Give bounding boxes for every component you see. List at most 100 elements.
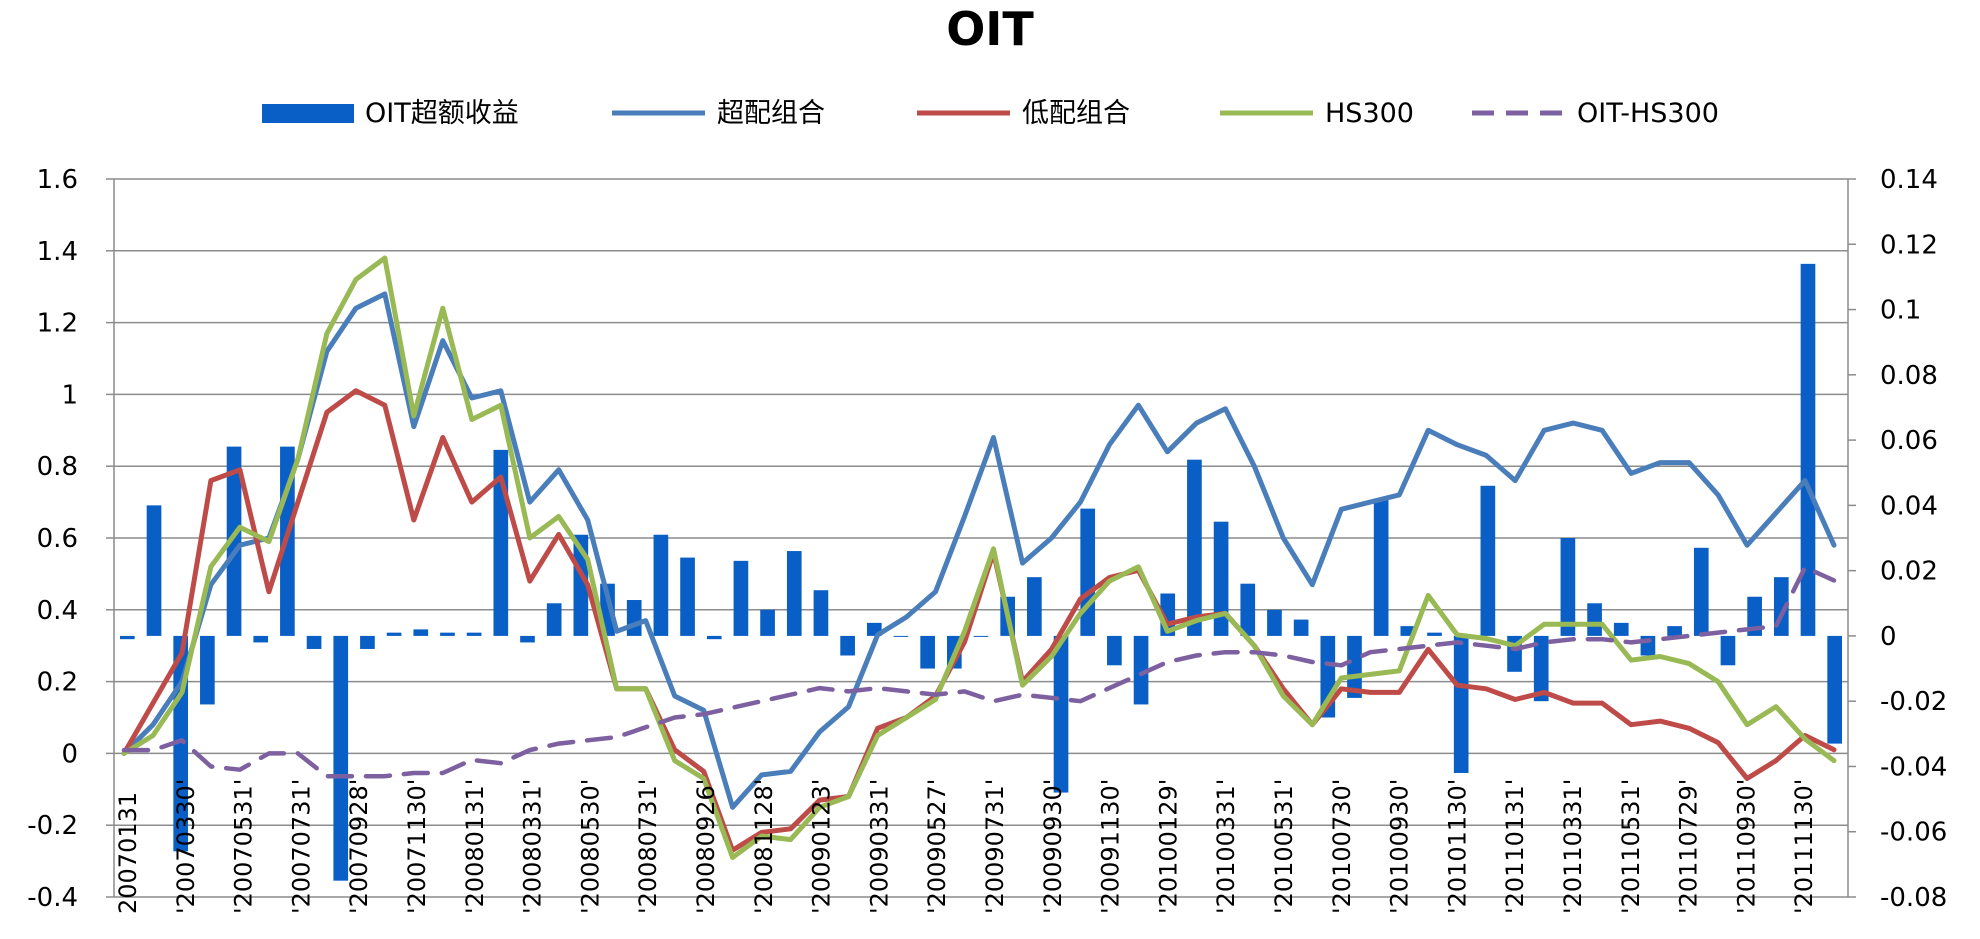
x-axis-tick-label: '20080926' bbox=[692, 779, 720, 914]
oit-hs300-line bbox=[121, 565, 1837, 779]
right-axis-tick-label: -0.02 bbox=[1880, 687, 1947, 717]
bar bbox=[226, 446, 242, 636]
overweight-line bbox=[121, 291, 1837, 810]
x-axis-tick-label: '20090331' bbox=[865, 779, 893, 914]
x-axis-tick-label: '20100730' bbox=[1328, 779, 1356, 914]
bar bbox=[1373, 498, 1389, 636]
legend-label-underweight: 低配组合 bbox=[1022, 98, 1130, 129]
right-axis-tick-label: 0.04 bbox=[1880, 491, 1938, 521]
bar bbox=[1053, 635, 1069, 793]
x-axis-tick-label: '20100531' bbox=[1270, 779, 1298, 914]
x-axis-tick-label: '20080530' bbox=[576, 779, 604, 914]
right-axis-tick-label: -0.08 bbox=[1880, 883, 1947, 913]
right-axis-tick-label: 0.12 bbox=[1880, 230, 1938, 260]
bar bbox=[813, 590, 829, 636]
x-axis-ticks: 20070131 '20070330' '20070531' '20070731' '2… bbox=[114, 779, 1818, 914]
bar bbox=[520, 635, 535, 643]
x-axis-tick-label: '20100331' bbox=[1212, 779, 1240, 914]
left-axis-tick-label: 1 bbox=[61, 380, 78, 410]
bar bbox=[1587, 603, 1602, 636]
bar bbox=[680, 557, 695, 636]
right-axis-tick-label: 0.06 bbox=[1880, 426, 1938, 456]
x-axis-tick-label: '20110131' bbox=[1501, 779, 1529, 914]
bar bbox=[333, 635, 349, 881]
bar bbox=[786, 551, 802, 636]
x-axis-tick-label: '20090527' bbox=[923, 779, 951, 914]
bar bbox=[1293, 619, 1309, 636]
bar bbox=[840, 635, 855, 656]
right-axis-tick-label: 0.1 bbox=[1880, 296, 1921, 326]
bar bbox=[1533, 635, 1549, 702]
bar bbox=[1827, 635, 1842, 744]
legend-label-hs300: HS300 bbox=[1325, 98, 1414, 129]
bar bbox=[360, 635, 375, 649]
bar bbox=[626, 600, 642, 636]
line-series bbox=[121, 255, 1837, 860]
bar bbox=[440, 632, 455, 636]
x-axis-tick-label: '20071130' bbox=[403, 779, 431, 914]
x-axis-tick-label: '20110331' bbox=[1559, 779, 1587, 914]
right-axis-tick-label: 0.02 bbox=[1880, 557, 1938, 587]
left-axis-tick-label: -0.2 bbox=[27, 811, 78, 841]
bar bbox=[1560, 538, 1576, 636]
legend: OIT超额收益 超配组合 低配组合 HS300 OIT-HS300 bbox=[262, 98, 1719, 129]
left-axis-tick-label: 0.2 bbox=[37, 668, 78, 698]
x-axis-tick-label: '20100930' bbox=[1386, 779, 1414, 914]
right-axis-tick-label: 0.08 bbox=[1880, 361, 1938, 391]
bar bbox=[1213, 521, 1229, 636]
left-axis-tick-label: 1.2 bbox=[37, 309, 78, 339]
hs300-line bbox=[121, 255, 1837, 860]
bar bbox=[760, 609, 775, 636]
x-axis-tick-label: '20080731' bbox=[634, 779, 662, 914]
x-axis-tick-label: '20110930' bbox=[1732, 779, 1760, 914]
x-axis-tick-label: '20090731' bbox=[981, 779, 1009, 914]
x-axis-tick-label: '20101130' bbox=[1443, 779, 1471, 914]
x-axis-tick-label: '20090123' bbox=[808, 779, 836, 914]
bar bbox=[1800, 263, 1816, 636]
legend-label-overweight: 超配组合 bbox=[717, 98, 825, 129]
bar bbox=[733, 560, 749, 636]
bar bbox=[1720, 635, 1736, 666]
bar bbox=[253, 635, 269, 643]
x-axis-tick-label: '20100129' bbox=[1154, 779, 1182, 914]
bar bbox=[1133, 635, 1149, 705]
bar bbox=[573, 534, 589, 636]
axes bbox=[106, 178, 1856, 898]
chart-title: OIT bbox=[946, 2, 1034, 56]
bar bbox=[1480, 485, 1496, 636]
bar bbox=[386, 632, 402, 636]
right-axis-tick-label: -0.04 bbox=[1880, 752, 1947, 782]
bar bbox=[1453, 635, 1469, 773]
bar bbox=[920, 635, 935, 669]
x-axis-tick-label: '20090930' bbox=[1039, 779, 1067, 914]
bar bbox=[1427, 632, 1442, 636]
bar bbox=[653, 534, 669, 636]
bar bbox=[466, 632, 482, 636]
legend-label-bar: OIT超额收益 bbox=[365, 98, 519, 129]
x-axis-tick-label: '20070531' bbox=[230, 779, 258, 914]
bar bbox=[1667, 626, 1682, 636]
x-axis-tick-label: '20070731' bbox=[287, 779, 315, 914]
left-axis-tick-label: 0.6 bbox=[37, 524, 78, 554]
bar bbox=[1693, 547, 1709, 636]
x-axis-tick-label: '20091130' bbox=[1097, 779, 1125, 914]
x-axis-tick-label: 20070131 bbox=[114, 792, 142, 914]
left-axis-tick-label: 1.6 bbox=[37, 165, 78, 195]
bar bbox=[146, 505, 162, 636]
x-axis-tick-label: '20081128' bbox=[750, 779, 778, 914]
bar-series bbox=[120, 263, 1842, 881]
left-axis-ticks: -0.4 -0.2 0 0.2 0.4 0.6 0.8 1 1.2 1.4 1.6 bbox=[27, 165, 78, 913]
bar bbox=[1240, 583, 1256, 636]
bar bbox=[1613, 622, 1629, 636]
x-axis-tick-label: '20080131' bbox=[461, 779, 489, 914]
bar bbox=[973, 635, 989, 637]
right-axis-ticks: -0.08 -0.06 -0.04 -0.02 0 0.02 0.04 0.06 0.08 0.1… bbox=[1880, 165, 1947, 913]
left-axis-tick-label: 0.4 bbox=[37, 596, 78, 626]
bar bbox=[1400, 626, 1416, 636]
bar bbox=[306, 635, 322, 649]
left-axis-tick-label: 1.4 bbox=[37, 237, 78, 267]
x-axis-tick-label: '20110729' bbox=[1675, 779, 1703, 914]
right-axis-tick-label: -0.06 bbox=[1880, 818, 1947, 848]
right-axis-tick-label: 0 bbox=[1880, 622, 1897, 652]
